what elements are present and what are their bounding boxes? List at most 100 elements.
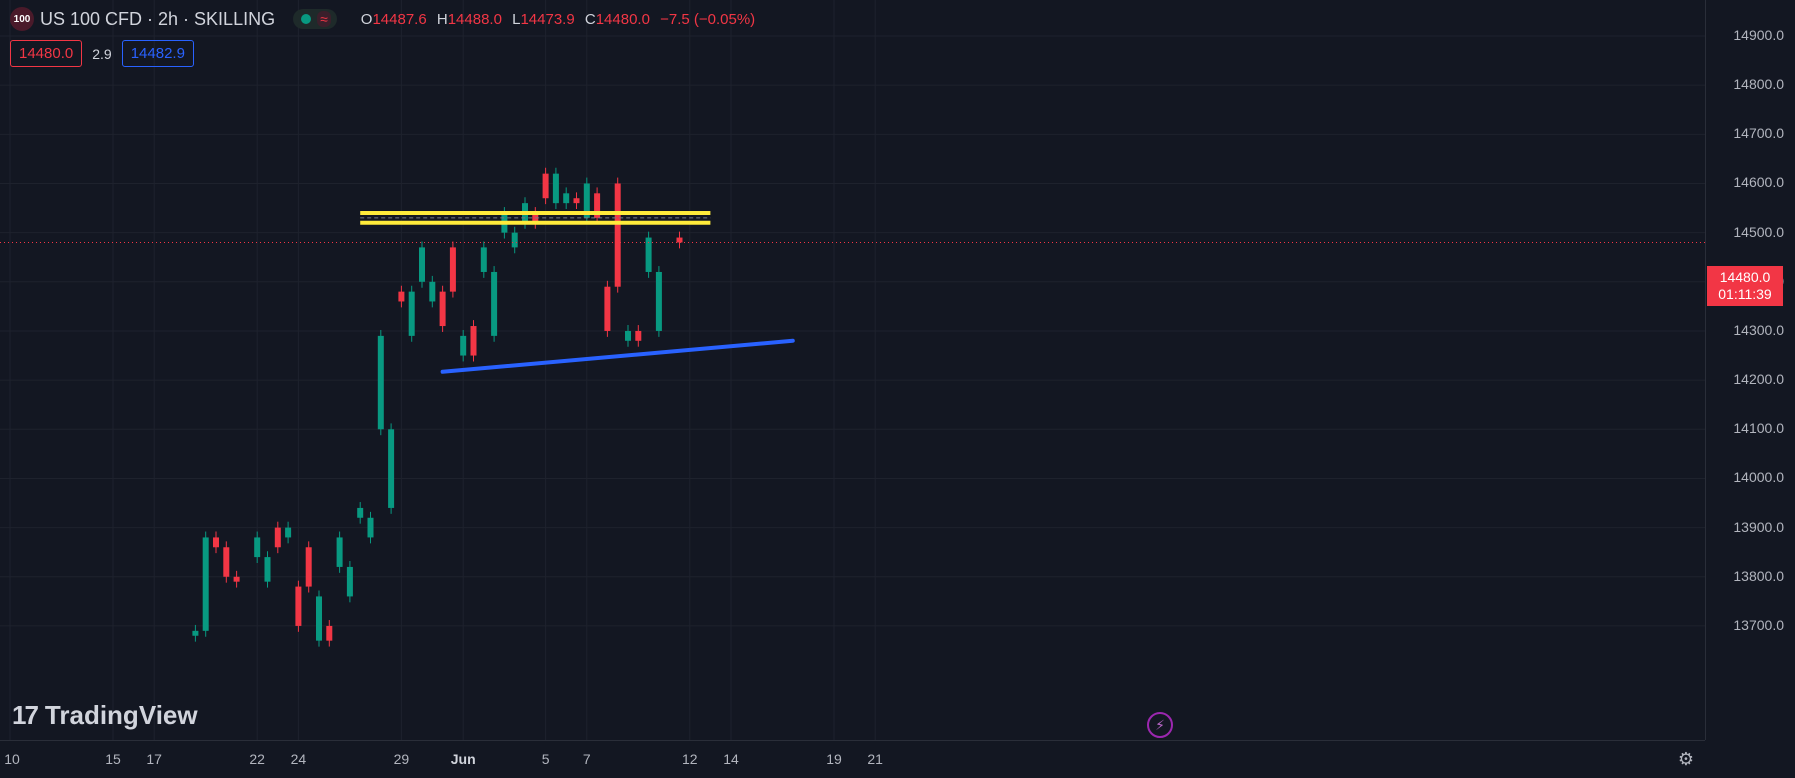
price-tick-label: 13700.0 (1733, 616, 1784, 633)
current-price-label: 14480.0 01:11:39 (1707, 266, 1783, 306)
close-value: 14480.0 (595, 10, 650, 28)
time-scale[interactable]: ⚙ 10 15 17 22 24 29 Jun 5 7 12 14 19 21 (0, 740, 1705, 778)
candle-body (614, 183, 621, 287)
market-open-dot-icon (301, 14, 312, 24)
time-tick-label: 7 (582, 751, 591, 767)
price-tick-label: 14000.0 (1733, 469, 1784, 486)
time-tick-label: 17 (146, 751, 162, 767)
price-tick-label: 13800.0 (1733, 567, 1784, 584)
buy-price-button[interactable]: 14482.9 (121, 40, 194, 67)
candle-body (583, 183, 590, 218)
candle-body (480, 247, 487, 272)
candle-body (563, 193, 570, 204)
candle-body (388, 429, 395, 508)
candle-body (213, 537, 219, 548)
time-tick-label: 15 (105, 751, 121, 767)
candle-body (470, 326, 477, 356)
candle-body (398, 291, 405, 302)
tradingview-mark-icon: 17 (12, 700, 39, 730)
current-price-value: 14480.0 (1719, 269, 1771, 285)
candle-body (316, 596, 322, 641)
lightning-icon[interactable]: ⚡ (1147, 712, 1173, 738)
price-tick-label: 14200.0 (1733, 371, 1784, 388)
candle-body (419, 247, 425, 282)
time-tick-label: 29 (393, 751, 410, 767)
candle-body (377, 335, 384, 430)
candle-body (439, 291, 446, 327)
candle-body (594, 193, 601, 218)
time-tick-label: 21 (867, 751, 883, 767)
time-tick-label: 22 (249, 751, 265, 767)
time-tick-label: 24 (290, 751, 307, 767)
candle-body (552, 173, 559, 204)
candle-body (274, 527, 281, 548)
spread-value: 2.9 (92, 45, 112, 62)
price-tick-label: 14100.0 (1733, 420, 1784, 437)
candle-body (573, 198, 580, 204)
quote-row: 14480.0 2.9 14482.9 (10, 40, 194, 67)
bar-countdown: 01:11:39 (1718, 286, 1772, 302)
tradingview-wordmark: TradingView (44, 700, 198, 730)
candle-body (285, 527, 292, 538)
candle-body (645, 237, 652, 272)
open-value: 14487.6 (372, 10, 427, 28)
price-tick-label: 14700.0 (1733, 125, 1784, 142)
candle-body (254, 537, 261, 558)
candle-body (346, 566, 353, 597)
candle-body (655, 271, 662, 331)
candle-body (233, 576, 240, 582)
price-tick-label: 14300.0 (1733, 321, 1784, 338)
symbol-legend: 100 US 100 CFD · 2h · SKILLING ≈ O14487.… (10, 7, 755, 31)
candle-body (511, 232, 518, 248)
candle-body (202, 537, 209, 631)
candle-body (357, 507, 364, 518)
candle-body (542, 173, 549, 199)
price-chart[interactable] (0, 0, 1705, 740)
time-tick-label: 12 (682, 751, 698, 767)
time-tick-label: 5 (541, 751, 550, 767)
wave-icon: ≈ (317, 11, 331, 27)
candle-body (604, 286, 611, 331)
low-label: L (512, 10, 521, 28)
candle-body (449, 247, 456, 292)
price-tick-label: 14600.0 (1733, 174, 1784, 191)
candle-body (223, 547, 230, 577)
close-label: C (584, 10, 596, 28)
candle-body (192, 630, 199, 636)
candle-body (491, 271, 498, 336)
candle-body (460, 335, 467, 356)
price-tick-label: 14500.0 (1733, 223, 1784, 240)
candle-body (336, 537, 343, 567)
candle-body (264, 557, 271, 582)
open-label: O (360, 10, 373, 28)
chart-area[interactable]: 100 US 100 CFD · 2h · SKILLING ≈ O14487.… (0, 0, 1705, 740)
change-value: −7.5 (−0.05%) (660, 10, 756, 28)
market-status-pill[interactable]: ≈ (293, 9, 337, 29)
time-tick-label: Jun (450, 751, 476, 767)
time-tick-label: 14 (723, 751, 739, 767)
ohlc-values: O14487.6 H14488.0 L14473.9 C14480.0 −7.5… (355, 11, 755, 28)
tradingview-logo[interactable]: 17 TradingView (12, 700, 198, 731)
symbol-title[interactable]: US 100 CFD · 2h · SKILLING (40, 8, 276, 29)
price-tick-label: 13900.0 (1733, 518, 1784, 535)
candle-body (676, 237, 683, 243)
price-tick-label: 14800.0 (1733, 76, 1784, 93)
time-tick-label: 19 (826, 751, 842, 767)
candle-body (625, 330, 631, 341)
candle-body (408, 291, 415, 336)
sell-price-button[interactable]: 14480.0 (10, 40, 83, 67)
candle-body (305, 547, 312, 587)
low-value: 14473.9 (520, 10, 575, 28)
support-trendline (440, 338, 795, 374)
candle-body (367, 517, 374, 538)
high-label: H (436, 10, 448, 28)
price-scale[interactable]: 14900.014800.014700.014600.014500.014400… (1705, 0, 1795, 740)
candle-body (326, 625, 333, 641)
nasdaq-100-logo-icon[interactable]: 100 (10, 7, 34, 31)
candle-body (295, 586, 302, 626)
price-tick-label: 14900.0 (1733, 27, 1784, 43)
candle-body (429, 281, 436, 302)
settings-icon[interactable]: ⚙ (1677, 749, 1695, 769)
candle-body (635, 330, 642, 341)
time-tick-label: 10 (4, 751, 20, 767)
